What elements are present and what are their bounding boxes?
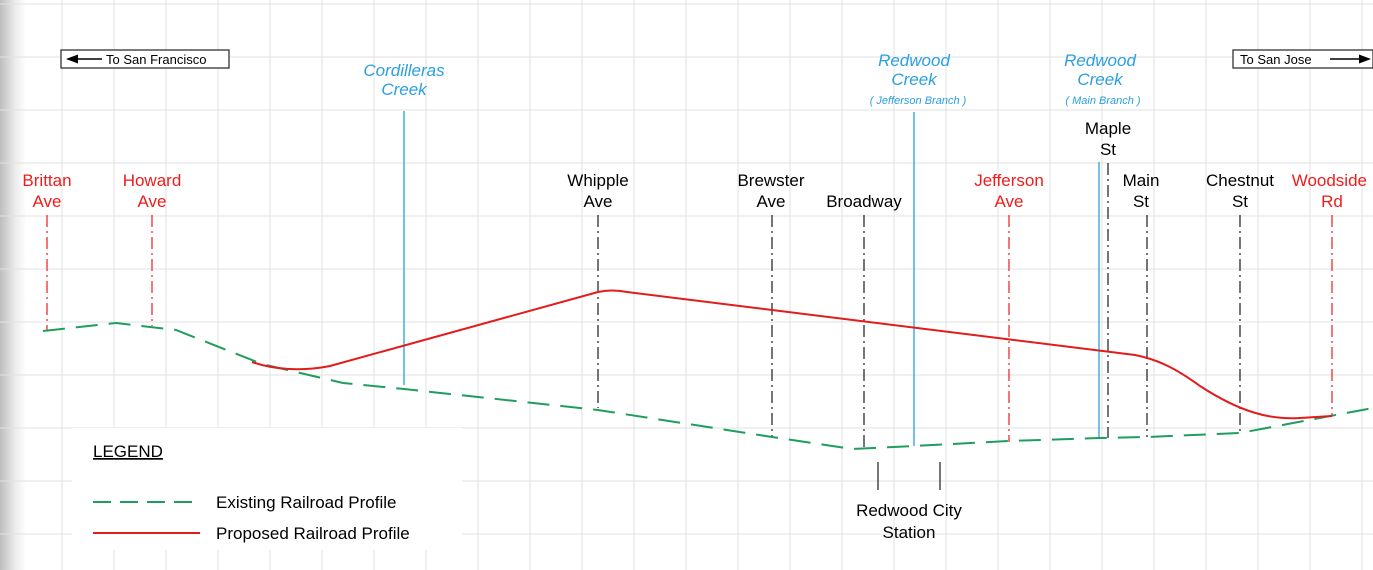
redwood-city-station: Redwood City Station — [856, 462, 962, 542]
street-chestnut-st: Chestnut St — [1206, 171, 1274, 432]
direction-left-label: To San Francisco — [106, 52, 206, 67]
arrow-left-head-icon — [66, 54, 78, 64]
street-name: Brewster — [737, 171, 804, 190]
left-edge-shading — [0, 0, 26, 570]
street-broadway: Broadway — [826, 192, 902, 448]
proposed-railroad-profile — [251, 289, 1333, 420]
creek-redwood-main: Redwood Creek ( Main Branch ) — [1064, 51, 1141, 439]
station-name: Redwood City — [856, 501, 962, 520]
street-name-line2: St — [1232, 192, 1248, 211]
creek-name: Redwood — [878, 51, 950, 70]
direction-right-box: To San Jose — [1232, 49, 1373, 69]
street-name-line2: Ave — [584, 192, 613, 211]
creek-name-line2: Creek — [891, 70, 938, 89]
creek-branch: ( Jefferson Branch ) — [870, 95, 967, 107]
legend-existing-label: Existing Railroad Profile — [216, 493, 396, 512]
street-name: Broadway — [826, 192, 902, 211]
street-name-line2: Ave — [138, 192, 167, 211]
street-name-line2: Ave — [757, 192, 786, 211]
legend-title: LEGEND — [93, 442, 163, 461]
legend-proposed-label: Proposed Railroad Profile — [216, 524, 410, 543]
arrow-right-head-icon — [1359, 54, 1371, 64]
street-name: Main — [1123, 171, 1160, 190]
street-name: Whipple — [567, 171, 628, 190]
street-brewster-ave: Brewster Ave — [737, 171, 805, 438]
street-name-line2: Rd — [1321, 192, 1343, 211]
creek-cordilleras: Cordilleras Creek — [363, 61, 445, 385]
street-main-st: Main St — [1123, 171, 1160, 437]
creek-name-line2: Creek — [1077, 70, 1124, 89]
street-name: Jefferson — [974, 171, 1044, 190]
street-brittan-ave: Brittan Ave — [22, 171, 72, 330]
street-woodside-rd: Woodside Rd — [1292, 171, 1367, 416]
street-maple-st: Maple St — [1085, 119, 1131, 438]
street-name-line2: St — [1100, 140, 1116, 159]
direction-right-label: To San Jose — [1240, 52, 1312, 67]
existing-railroad-profile — [42, 321, 1373, 451]
street-jefferson-ave: Jefferson Ave — [974, 171, 1044, 442]
street-name-line2: St — [1133, 192, 1149, 211]
creek-redwood-jefferson: Redwood Creek ( Jefferson Branch ) — [870, 51, 967, 446]
street-howard-ave: Howard Ave — [123, 171, 182, 326]
street-name: Brittan — [22, 171, 71, 190]
street-whipple-ave: Whipple Ave — [567, 171, 629, 408]
creek-name: Cordilleras — [363, 61, 445, 80]
legend: LEGEND Existing Railroad Profile Propose… — [72, 428, 462, 550]
street-name: Maple — [1085, 119, 1131, 138]
street-name: Woodside — [1292, 171, 1367, 190]
direction-left-box: To San Francisco — [60, 49, 230, 69]
street-name-line2: Ave — [995, 192, 1024, 211]
street-name: Howard — [123, 171, 182, 190]
station-name-line2: Station — [883, 523, 936, 542]
creek-branch: ( Main Branch ) — [1065, 95, 1141, 107]
creek-name: Redwood — [1064, 51, 1136, 70]
street-name: Chestnut — [1206, 171, 1274, 190]
creek-name-line2: Creek — [381, 80, 428, 99]
street-name-line2: Ave — [33, 192, 62, 211]
